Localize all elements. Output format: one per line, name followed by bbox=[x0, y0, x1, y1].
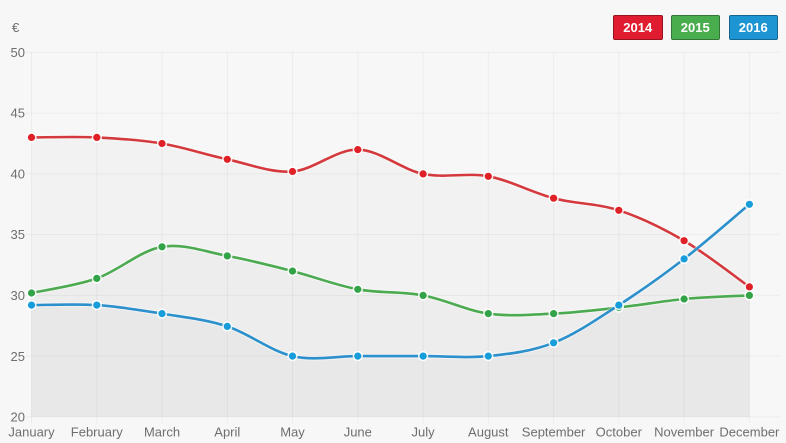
svg-text:March: March bbox=[144, 425, 180, 440]
svg-text:45: 45 bbox=[11, 106, 25, 121]
svg-text:September: September bbox=[522, 425, 586, 440]
svg-text:January: January bbox=[8, 425, 55, 440]
svg-text:€: € bbox=[12, 20, 20, 35]
svg-text:October: October bbox=[596, 425, 643, 440]
svg-text:35: 35 bbox=[11, 227, 25, 242]
svg-text:25: 25 bbox=[11, 349, 25, 364]
svg-text:July: July bbox=[412, 425, 436, 440]
svg-text:August: August bbox=[468, 425, 509, 440]
svg-text:20: 20 bbox=[11, 410, 25, 425]
svg-text:April: April bbox=[214, 425, 240, 440]
svg-text:February: February bbox=[71, 425, 124, 440]
svg-text:50: 50 bbox=[11, 45, 25, 60]
svg-text:November: November bbox=[654, 425, 715, 440]
svg-text:30: 30 bbox=[11, 288, 25, 303]
svg-text:December: December bbox=[719, 425, 780, 440]
svg-text:40: 40 bbox=[11, 167, 25, 182]
svg-text:May: May bbox=[280, 425, 305, 440]
svg-text:June: June bbox=[344, 425, 372, 440]
